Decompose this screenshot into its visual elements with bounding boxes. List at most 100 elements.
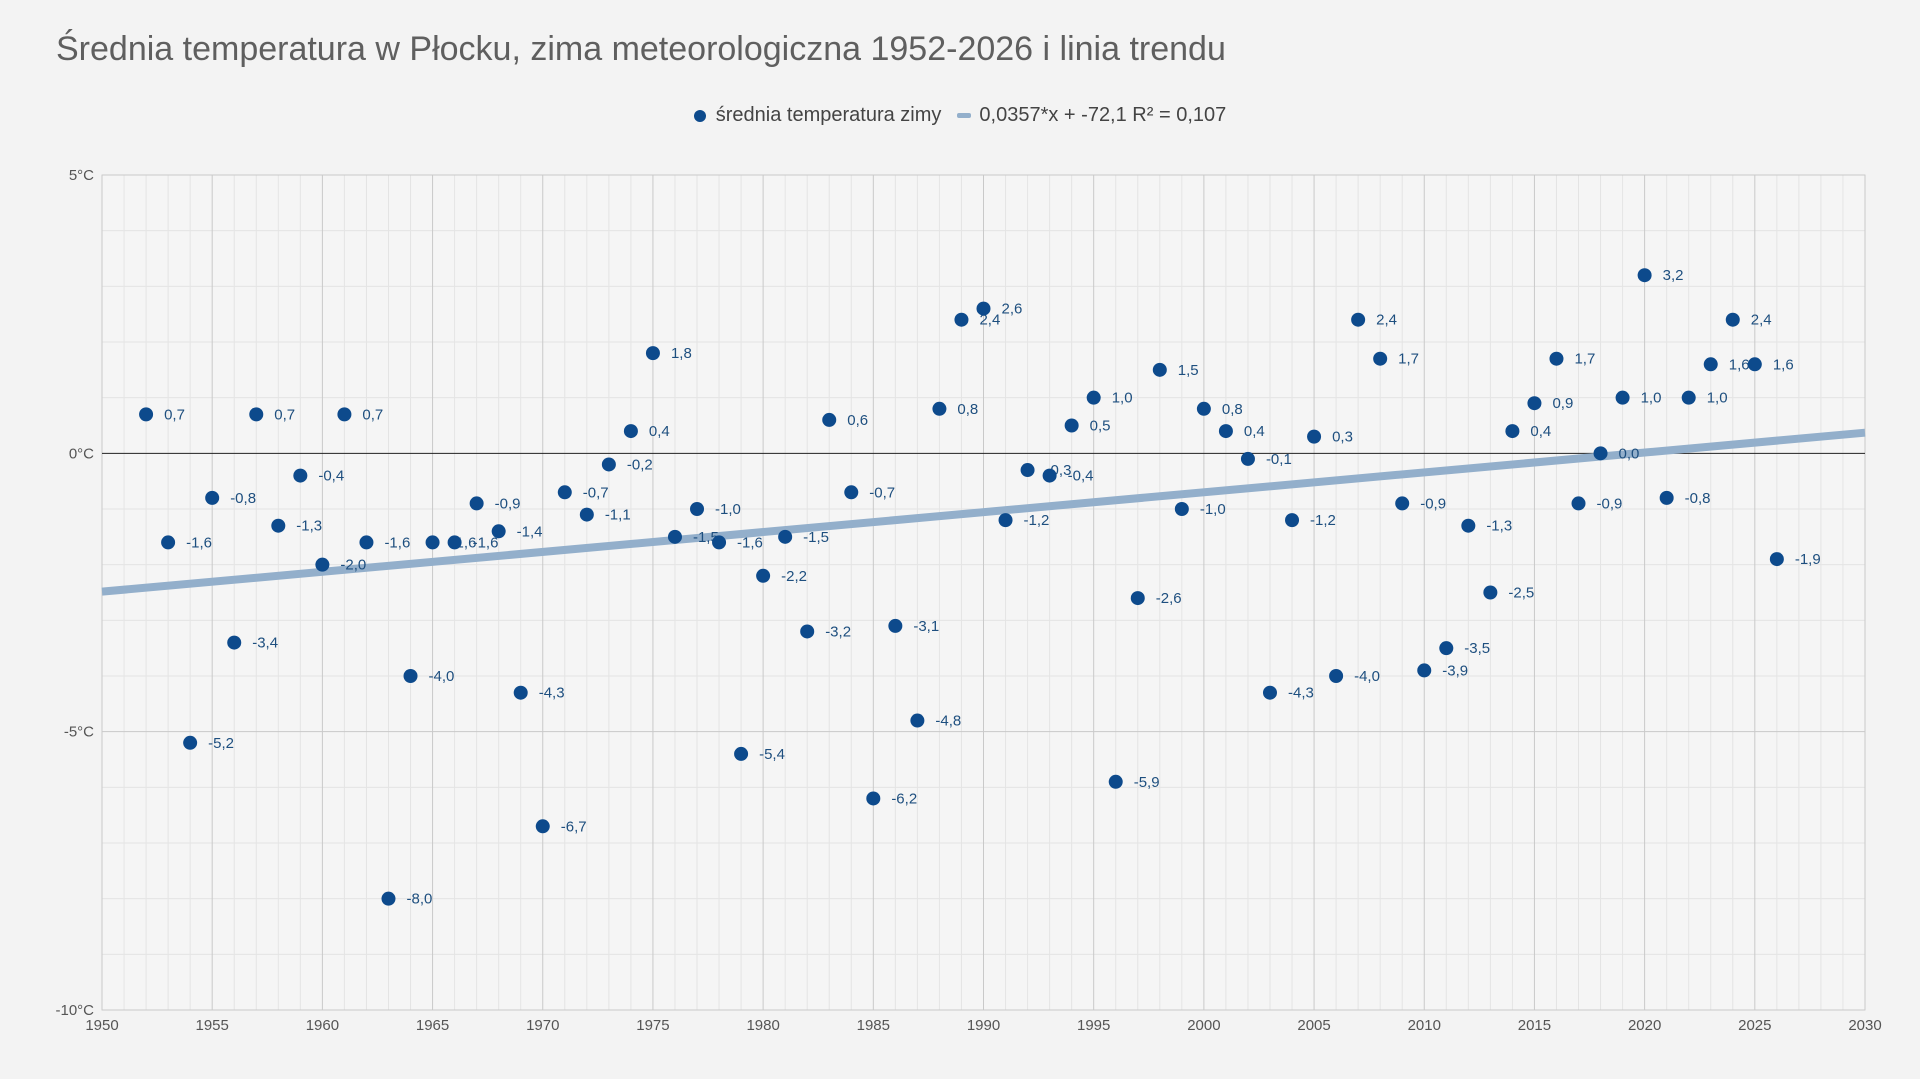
- data-point: [557, 485, 572, 500]
- data-point: [645, 346, 660, 361]
- data-point: [1769, 552, 1784, 567]
- data-point: [690, 502, 705, 516]
- data-point: [1218, 424, 1233, 439]
- data-point: [1549, 351, 1564, 366]
- legend-label-points: średnia temperatura zimy: [715, 104, 942, 126]
- data-point: [1086, 390, 1101, 405]
- y-tick-label: -10°C: [55, 1002, 94, 1019]
- data-label: -0,4: [1068, 468, 1094, 485]
- data-point: [1240, 451, 1255, 466]
- data-label: -1,6: [473, 534, 499, 551]
- data-point: [756, 568, 771, 583]
- y-tick-label: 5°C: [69, 167, 94, 184]
- data-point: [425, 535, 440, 550]
- data-label: -0,8: [230, 490, 256, 507]
- data-point: [822, 412, 837, 427]
- data-point: [1659, 490, 1674, 505]
- data-label: -4,3: [1288, 685, 1314, 702]
- data-point: [293, 468, 308, 483]
- data-point: [161, 535, 176, 550]
- data-label: -2,2: [781, 568, 807, 585]
- y-tick-label: -5°C: [64, 724, 94, 741]
- data-label: -1,0: [1200, 501, 1226, 518]
- data-label: -3,4: [252, 635, 278, 652]
- x-tick-label: 1990: [967, 1017, 1000, 1034]
- data-label: 0,9: [1552, 395, 1573, 412]
- legend-line-marker: [957, 113, 972, 118]
- data-label: -2,6: [1156, 590, 1182, 607]
- data-point: [1329, 669, 1344, 683]
- data-label: 1,0: [1112, 390, 1133, 407]
- data-point: [315, 557, 330, 572]
- data-label: -1,4: [517, 523, 543, 540]
- data-point: [1064, 418, 1079, 433]
- data-point: [1461, 518, 1476, 533]
- x-tick-label: 1985: [857, 1017, 890, 1034]
- data-point: [1637, 268, 1652, 283]
- data-label: -8,0: [406, 891, 432, 908]
- data-point: [844, 485, 859, 500]
- legend-dot-marker: [693, 109, 706, 122]
- data-label: 2,6: [1002, 301, 1023, 318]
- x-tick-label: 1995: [1077, 1017, 1110, 1034]
- data-point: [381, 891, 396, 906]
- data-label: -3,2: [825, 623, 851, 640]
- x-tick-label: 2000: [1187, 1017, 1220, 1034]
- data-label: -1,2: [1310, 512, 1336, 529]
- data-point: [888, 618, 903, 633]
- x-tick-label: 1950: [85, 1017, 118, 1034]
- data-label: 0,4: [649, 423, 670, 440]
- data-label: 0,8: [1222, 401, 1243, 418]
- data-point: [601, 457, 616, 472]
- data-point: [403, 669, 418, 683]
- data-point: [932, 401, 947, 416]
- data-point: [1483, 585, 1498, 600]
- data-label: -3,1: [913, 618, 939, 635]
- x-tick-label: 2025: [1738, 1017, 1771, 1034]
- data-point: [205, 490, 220, 505]
- data-label: -6,2: [891, 790, 917, 807]
- legend-label-trend: 0,0357*x + -72,1 R² = 0,107: [979, 104, 1227, 126]
- data-point: [513, 685, 528, 700]
- data-point: [1527, 396, 1542, 411]
- data-point: [734, 746, 749, 761]
- data-label: 0,3: [1332, 429, 1353, 446]
- data-point: [1307, 429, 1322, 444]
- data-label: -5,2: [208, 735, 234, 752]
- data-point: [1395, 496, 1410, 511]
- data-point: [1196, 401, 1211, 416]
- data-point: [667, 529, 682, 544]
- legend-item-trend[interactable]: 0,0357*x + -72,1 R² = 0,107: [957, 104, 1226, 127]
- x-tick-label: 2010: [1408, 1017, 1441, 1034]
- y-tick-label: 0°C: [69, 445, 94, 462]
- data-point: [1681, 390, 1696, 405]
- data-point: [1373, 351, 1388, 366]
- data-point: [1703, 357, 1718, 372]
- data-point: [249, 407, 264, 422]
- data-label: -0,9: [495, 495, 521, 512]
- data-label: -4,3: [539, 685, 565, 702]
- data-label: 0,7: [362, 406, 383, 423]
- chart-title: Średnia temperatura w Płocku, zima meteo…: [56, 30, 1226, 68]
- legend-item-points[interactable]: średnia temperatura zimy: [693, 104, 942, 127]
- data-point: [712, 535, 727, 550]
- data-label: -3,5: [1464, 640, 1490, 657]
- data-label: -0,9: [1597, 495, 1623, 512]
- data-point: [1593, 446, 1608, 461]
- data-point: [139, 407, 154, 422]
- data-point: [227, 635, 242, 650]
- data-point: [998, 513, 1013, 528]
- legend: średnia temperatura zimy 0,0357*x + -72,…: [0, 104, 1920, 127]
- data-label: -1,6: [384, 534, 410, 551]
- data-label: -2,5: [1508, 585, 1534, 602]
- data-label: 3,2: [1663, 267, 1684, 284]
- data-label: -1,1: [605, 507, 631, 524]
- data-label: 0,7: [274, 406, 295, 423]
- data-point: [910, 713, 925, 728]
- data-label: -2,0: [340, 557, 366, 574]
- x-tick-label: 2015: [1518, 1017, 1551, 1034]
- data-label: 0,4: [1530, 423, 1551, 440]
- data-label: 1,6: [1773, 356, 1794, 373]
- x-tick-label: 2020: [1628, 1017, 1661, 1034]
- data-point: [337, 407, 352, 422]
